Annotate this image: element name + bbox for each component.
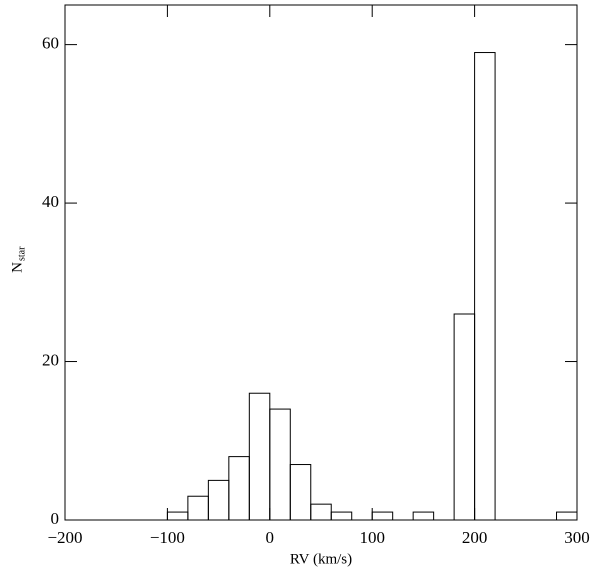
bar bbox=[330, 511, 353, 521]
y-tick-label: 60 bbox=[42, 34, 59, 53]
x-tick-label: 100 bbox=[359, 528, 385, 547]
x-tick-label: 200 bbox=[462, 528, 488, 547]
y-axis-label: N bbox=[9, 262, 25, 273]
bar bbox=[556, 511, 578, 521]
bar bbox=[187, 495, 209, 521]
plot-frame bbox=[64, 4, 578, 521]
bar bbox=[289, 464, 312, 521]
x-tick-label: −100 bbox=[150, 528, 185, 547]
bar bbox=[166, 511, 189, 521]
x-axis-label: RV (km/s) bbox=[290, 551, 352, 567]
bar bbox=[269, 408, 291, 521]
y-tick-label: 20 bbox=[42, 350, 59, 369]
bar bbox=[474, 52, 496, 521]
y-tick-label: 40 bbox=[42, 192, 59, 211]
y-axis-label-group: N star bbox=[9, 246, 27, 273]
x-tick-label: 300 bbox=[564, 528, 590, 547]
x-tick-label: 0 bbox=[266, 528, 275, 547]
bar bbox=[310, 503, 332, 521]
x-tick-label: −200 bbox=[47, 528, 82, 547]
bar bbox=[412, 511, 435, 521]
y-axis-label-sub: star bbox=[16, 246, 27, 261]
bar bbox=[207, 479, 230, 521]
bar bbox=[228, 456, 250, 521]
bar bbox=[371, 511, 394, 521]
bar bbox=[248, 392, 271, 521]
y-tick-label: 0 bbox=[51, 509, 60, 528]
bar bbox=[453, 313, 476, 521]
